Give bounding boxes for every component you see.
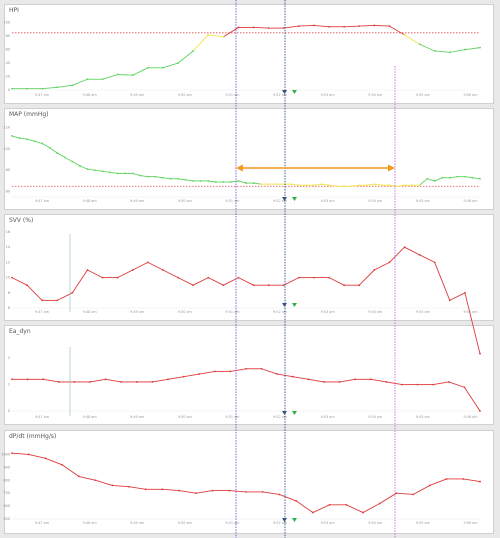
- hpi-title: HPI: [9, 7, 19, 14]
- eadyn-panel: Ea_dyn: [4, 325, 494, 425]
- dpdt-panel: dP/dt (mmHg/s): [4, 430, 494, 534]
- svv-title: SVV (%): [9, 217, 34, 224]
- dpdt-title: dP/dt (mmHg/s): [9, 433, 57, 440]
- map-title: MAP (mmHg): [9, 111, 49, 118]
- hpi-panel: HPI: [4, 4, 494, 104]
- map-panel: MAP (mmHg): [4, 108, 494, 210]
- eadyn-title: Ea_dyn: [9, 328, 31, 335]
- svv-panel: SVV (%): [4, 214, 494, 321]
